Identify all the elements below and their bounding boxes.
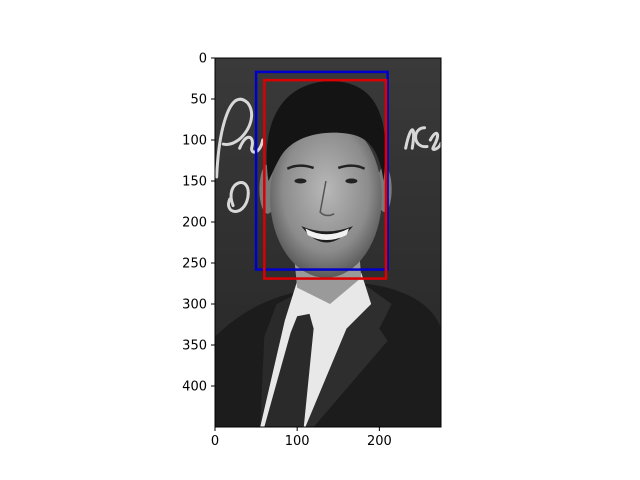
eye-right bbox=[345, 178, 358, 184]
y-axis: 0 50 100 150 200 250 300 350 400 bbox=[182, 52, 215, 395]
x-tick-label: 100 bbox=[285, 434, 310, 449]
y-tick-label: 100 bbox=[182, 134, 207, 149]
bounding-box-2 bbox=[263, 78, 388, 280]
y-tick-label: 300 bbox=[182, 298, 207, 313]
eyebrow-right bbox=[337, 164, 366, 170]
bounding-box-1 bbox=[254, 70, 389, 271]
axes-frame bbox=[214, 57, 442, 428]
background-script-text bbox=[215, 97, 441, 213]
eyebrow-left bbox=[286, 164, 315, 170]
x-tick-label: 200 bbox=[367, 434, 392, 449]
plot-area bbox=[214, 57, 442, 428]
y-tick-label: 50 bbox=[190, 93, 207, 108]
nose bbox=[319, 180, 335, 217]
y-tick-label: 250 bbox=[182, 257, 207, 272]
face bbox=[270, 117, 382, 278]
teeth bbox=[305, 228, 349, 241]
bounding-boxes bbox=[254, 70, 389, 280]
y-tick-label: 200 bbox=[182, 216, 207, 231]
y-tick-label: 0 bbox=[199, 52, 207, 67]
hair bbox=[266, 80, 386, 181]
y-tick-label: 150 bbox=[182, 175, 207, 190]
x-axis: 0 100 200 bbox=[211, 427, 392, 449]
y-tick-label: 350 bbox=[182, 339, 207, 354]
y-tick-label: 400 bbox=[182, 380, 207, 395]
eye-left bbox=[294, 178, 307, 184]
x-tick-label: 0 bbox=[211, 434, 219, 449]
photo-image bbox=[215, 58, 441, 427]
tie bbox=[264, 313, 314, 427]
